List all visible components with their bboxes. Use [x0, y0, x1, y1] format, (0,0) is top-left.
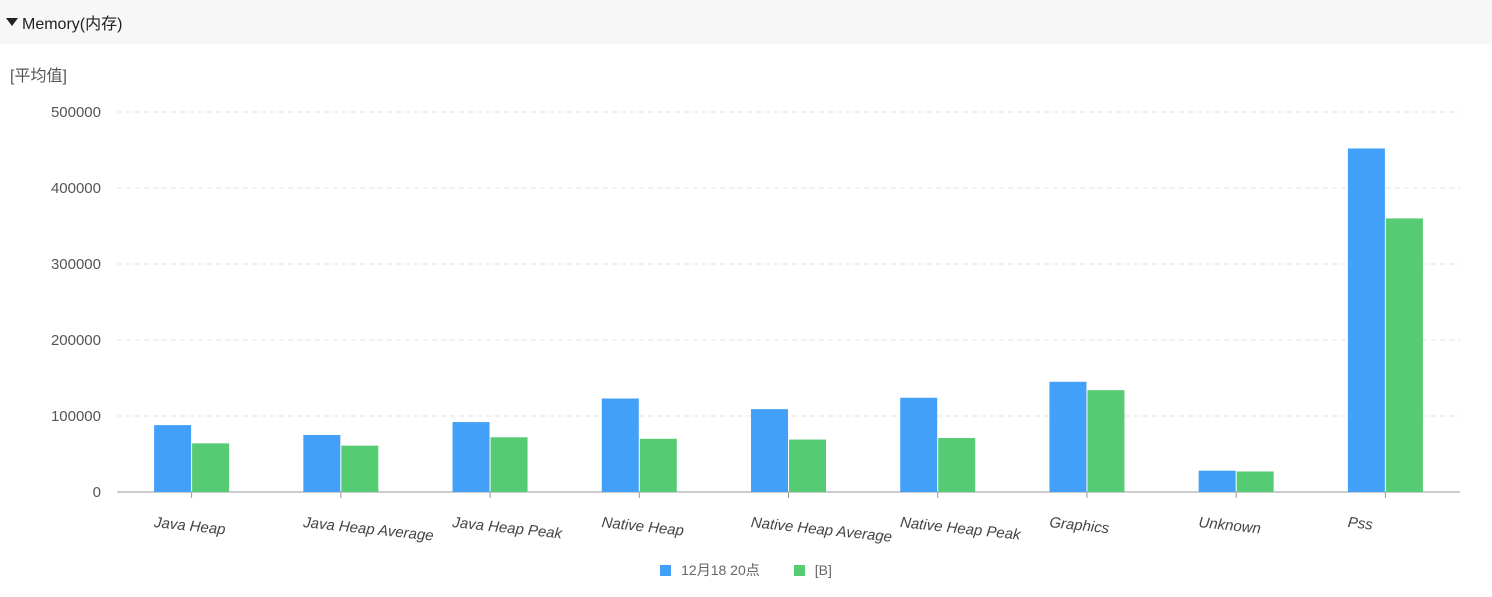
bar-series-2 — [1236, 471, 1274, 492]
y-tick-label: 300000 — [51, 256, 101, 273]
legend-swatch-series-2 — [793, 564, 805, 576]
bar-series-1 — [452, 422, 490, 492]
legend-item-series-1[interactable]: 12月18 20点 — [660, 560, 760, 580]
x-tick-label: Unknown — [1198, 514, 1262, 537]
bar-series-1 — [751, 409, 788, 492]
legend-swatch-series-1 — [660, 564, 672, 576]
bar-series-2 — [1385, 218, 1423, 492]
bar-series-2 — [639, 438, 677, 492]
bar-series-2 — [1087, 390, 1125, 492]
y-tick-label: 100000 — [51, 408, 101, 425]
y-tick-label: 200000 — [51, 332, 101, 349]
legend-item-series-2[interactable]: [B] — [793, 562, 832, 578]
x-tick-label: Native Heap — [601, 514, 685, 540]
bar-series-1 — [1198, 470, 1236, 492]
bar-series-1 — [900, 397, 938, 492]
bar-series-2 — [490, 437, 528, 492]
y-axis-label: [平均值] — [10, 68, 67, 85]
bar-series-1 — [1347, 148, 1385, 493]
bar-series-1 — [601, 398, 639, 492]
bar-series-2 — [938, 438, 976, 492]
bar-series-1 — [154, 425, 192, 492]
bar-series-2 — [341, 445, 379, 492]
x-tick-label: Java Heap Peak — [451, 514, 565, 543]
y-tick-label: 500000 — [51, 104, 101, 121]
section-title: Memory(内存) — [22, 16, 123, 33]
legend-label-series-2: [B] — [814, 562, 832, 578]
bar-series-1 — [303, 435, 341, 492]
x-tick-label: Java Heap — [152, 514, 226, 539]
x-tick-label: Graphics — [1049, 514, 1111, 537]
bar-series-2 — [192, 443, 230, 492]
y-tick-label: 400000 — [51, 180, 101, 197]
x-tick-label: Native Heap Average — [750, 514, 893, 546]
chart-legend: 12月18 20点 [B] — [0, 560, 1492, 580]
y-tick-label: 0 — [93, 484, 101, 501]
x-tick-label: Pss — [1347, 514, 1374, 534]
legend-label-series-1: 12月18 20点 — [681, 562, 760, 578]
bar-series-2 — [789, 439, 826, 492]
caret-down-icon[interactable] — [6, 18, 18, 26]
x-tick-label: Java Heap Average — [301, 514, 434, 545]
x-tick-label: Native Heap Peak — [899, 514, 1023, 544]
memory-section-header[interactable]: Memory(内存) — [0, 0, 1492, 44]
bar-series-1 — [1049, 381, 1087, 492]
